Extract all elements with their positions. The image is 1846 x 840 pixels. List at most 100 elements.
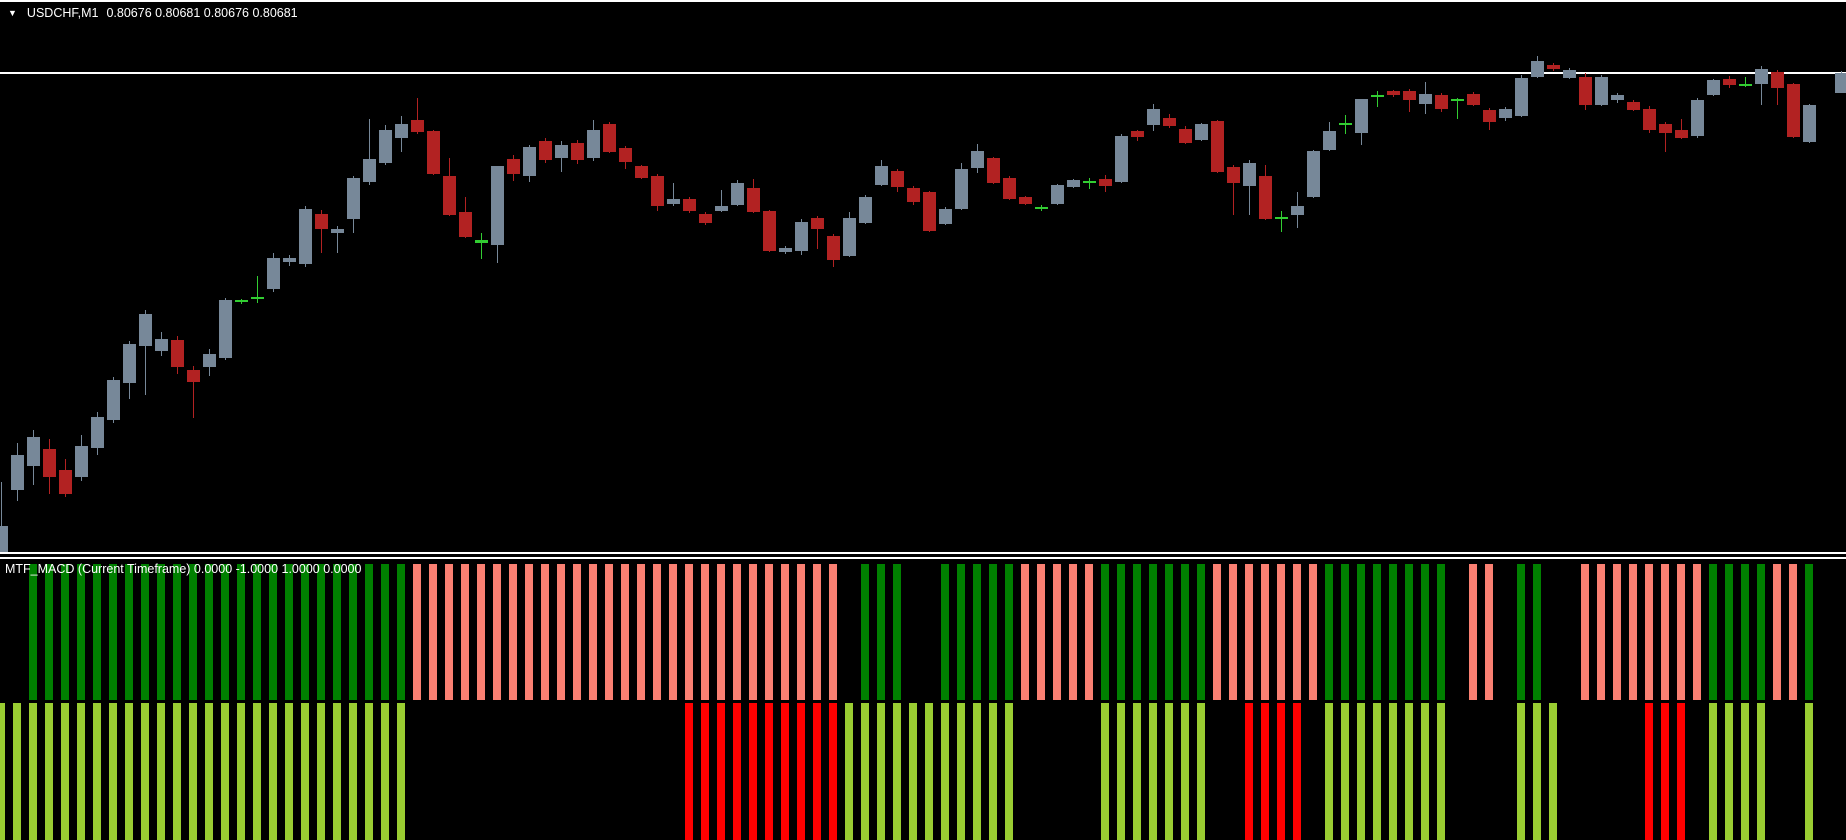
macd-upper-bar xyxy=(333,564,341,700)
macd-upper-bar xyxy=(829,564,837,700)
candle-body xyxy=(427,131,440,174)
macd-upper-bar xyxy=(797,564,805,700)
indicator-panel[interactable]: MTF_MACD (Current Timeframe) 0.0000 -1.0… xyxy=(0,559,1846,840)
macd-upper-bar xyxy=(1469,564,1477,700)
macd-upper-bar xyxy=(893,564,901,700)
macd-lower-bar xyxy=(1709,703,1717,840)
macd-lower-bar xyxy=(1197,703,1205,840)
macd-lower-bar xyxy=(1357,703,1365,840)
macd-lower-bar xyxy=(1261,703,1269,840)
candle-body xyxy=(11,455,24,490)
candle-body xyxy=(27,437,40,466)
macd-upper-bar xyxy=(1229,564,1237,700)
macd-upper-bar xyxy=(1661,564,1669,700)
macd-upper-bar xyxy=(1213,564,1221,700)
candle-wick xyxy=(337,226,338,253)
candle-body xyxy=(715,206,728,211)
candle-body xyxy=(1339,123,1352,125)
macd-lower-bar xyxy=(221,703,229,840)
macd-lower-bar xyxy=(317,703,325,840)
macd-lower-bar xyxy=(909,703,917,840)
macd-upper-bar xyxy=(557,564,565,700)
macd-lower-bar xyxy=(269,703,277,840)
candle-body xyxy=(1675,130,1688,138)
macd-upper-bar xyxy=(525,564,533,700)
macd-lower-bar xyxy=(1437,703,1445,840)
candle-wick xyxy=(1281,211,1282,232)
candle-body xyxy=(1771,72,1784,88)
candle-body xyxy=(171,340,184,367)
candle-wick xyxy=(1377,91,1378,107)
candle-body xyxy=(699,214,712,223)
candle-body xyxy=(619,148,632,162)
macd-upper-bar xyxy=(1245,564,1253,700)
panel-separator[interactable] xyxy=(0,552,1846,559)
candle-body xyxy=(411,120,424,132)
candle-wick xyxy=(369,119,370,185)
macd-upper-bar xyxy=(1709,564,1717,700)
macd-upper-bar xyxy=(637,564,645,700)
candle-body xyxy=(1051,185,1064,204)
macd-upper-bar xyxy=(1789,564,1797,700)
macd-upper-bar xyxy=(365,564,373,700)
candle-wick xyxy=(1089,178,1090,189)
macd-upper-bar xyxy=(1005,564,1013,700)
candle-body xyxy=(1547,65,1560,69)
candle-wick xyxy=(417,98,418,134)
price-chart-area[interactable] xyxy=(0,0,1846,553)
macd-upper-bar xyxy=(109,564,117,700)
bid-price-line xyxy=(0,72,1846,74)
candle-body xyxy=(667,199,680,204)
candle-body xyxy=(1739,84,1752,86)
macd-lower-bar xyxy=(1117,703,1125,840)
candle-body xyxy=(283,258,296,262)
macd-lower-bar xyxy=(189,703,197,840)
macd-lower-bar xyxy=(765,703,773,840)
candle-body xyxy=(1243,163,1256,186)
macd-lower-bar xyxy=(973,703,981,840)
candle-body xyxy=(1483,110,1496,122)
candle-wick xyxy=(145,310,146,395)
candle-wick xyxy=(1409,89,1410,112)
macd-lower-bar xyxy=(1741,703,1749,840)
macd-lower-bar xyxy=(61,703,69,840)
macd-upper-bar xyxy=(1165,564,1173,700)
symbol-title: USDCHF,M1 xyxy=(26,6,99,20)
macd-lower-bar xyxy=(781,703,789,840)
macd-lower-bar xyxy=(1549,703,1557,840)
candle-body xyxy=(1595,77,1608,105)
candle-body xyxy=(1227,167,1240,183)
candle-body xyxy=(107,380,120,420)
candle-body xyxy=(1307,151,1320,197)
macd-upper-bar xyxy=(221,564,229,700)
macd-upper-bar xyxy=(413,564,421,700)
macd-lower-bar xyxy=(205,703,213,840)
candle-body xyxy=(43,449,56,477)
candle-body xyxy=(1755,69,1768,84)
candle-wick xyxy=(321,210,322,253)
candle-body xyxy=(123,344,136,383)
candle-body xyxy=(683,199,696,211)
macd-lower-bar xyxy=(1149,703,1157,840)
macd-upper-bar xyxy=(461,564,469,700)
macd-upper-bar xyxy=(45,564,53,700)
candle-body xyxy=(75,446,88,477)
macd-upper-bar xyxy=(765,564,773,700)
candle-body xyxy=(1115,136,1128,182)
candle-body xyxy=(827,236,840,260)
macd-upper-bar xyxy=(1485,564,1493,700)
macd-upper-bar xyxy=(189,564,197,700)
candle-body xyxy=(1579,77,1592,105)
macd-lower-bar xyxy=(13,703,21,840)
macd-upper-bar xyxy=(1645,564,1653,700)
macd-lower-bar xyxy=(1341,703,1349,840)
macd-upper-bar xyxy=(973,564,981,700)
macd-upper-bar xyxy=(205,564,213,700)
candle-body xyxy=(587,130,600,158)
candle-body xyxy=(155,339,168,351)
macd-upper-bar xyxy=(349,564,357,700)
macd-lower-bar xyxy=(1165,703,1173,840)
macd-upper-bar xyxy=(157,564,165,700)
candle-body xyxy=(91,417,104,448)
macd-lower-bar xyxy=(397,703,405,840)
